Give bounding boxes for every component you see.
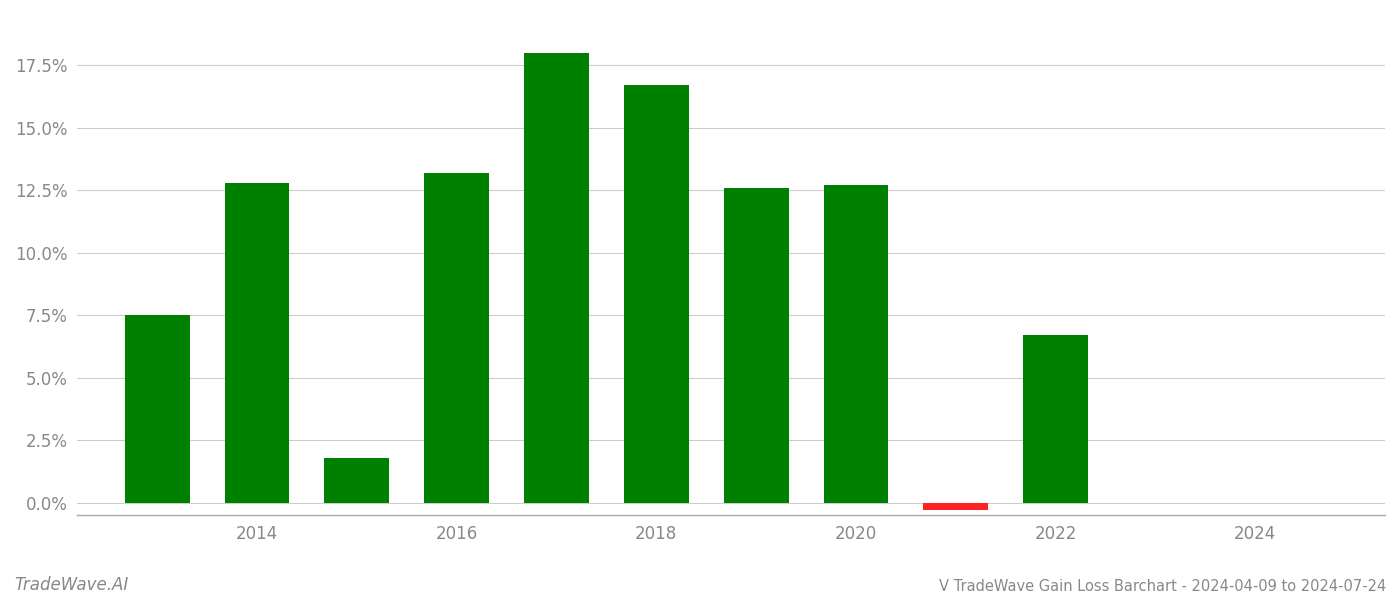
Bar bbox=[823, 185, 889, 503]
Bar bbox=[325, 458, 389, 503]
Bar bbox=[424, 173, 489, 503]
Bar bbox=[924, 503, 988, 510]
Bar bbox=[524, 53, 589, 503]
Bar bbox=[125, 315, 189, 503]
Bar bbox=[224, 182, 290, 503]
Text: TradeWave.AI: TradeWave.AI bbox=[14, 576, 129, 594]
Text: V TradeWave Gain Loss Barchart - 2024-04-09 to 2024-07-24: V TradeWave Gain Loss Barchart - 2024-04… bbox=[939, 579, 1386, 594]
Bar bbox=[1023, 335, 1088, 503]
Bar bbox=[724, 188, 788, 503]
Bar bbox=[624, 85, 689, 503]
